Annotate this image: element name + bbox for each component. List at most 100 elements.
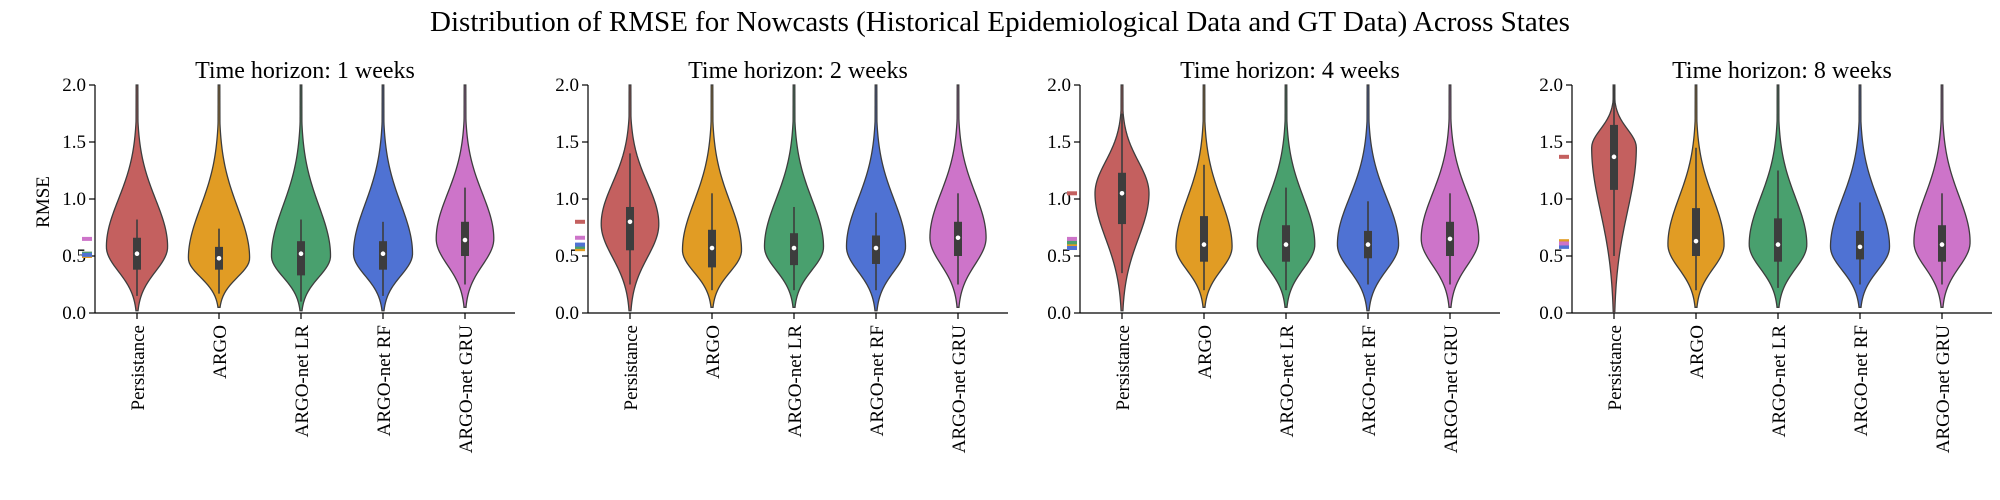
violin-median	[1939, 242, 1945, 247]
violin-median	[298, 251, 304, 257]
y-tick-label: 0.0	[1047, 303, 1071, 324]
y-tick-label: 2.0	[555, 75, 579, 96]
mean-marker-argo-net-gru	[1067, 236, 1077, 241]
panel-title: Time horizon: 4 weeks	[1180, 58, 1400, 84]
x-tick-label: Persistance	[1605, 325, 1626, 410]
x-tick-label: ARGO-net LR	[292, 325, 313, 438]
violin-iqr-box	[626, 206, 634, 251]
x-tick-label: ARGO-net GRU	[1441, 325, 1462, 454]
y-tick-label: 1.5	[1539, 132, 1563, 153]
x-tick-label: ARGO-net GRU	[1933, 325, 1954, 454]
violin-median	[1447, 236, 1453, 242]
violin-median	[1201, 242, 1207, 247]
mean-marker-argo-net-gru	[575, 235, 585, 240]
violin-median	[1775, 242, 1781, 247]
violin-iqr-box	[1774, 218, 1782, 262]
x-tick-label: ARGO-net RF	[867, 325, 888, 436]
x-tick-label: ARGO-net LR	[1277, 325, 1298, 438]
panel-title: Time horizon: 8 weeks	[1672, 58, 1892, 84]
x-tick-label: Persistance	[1113, 325, 1134, 410]
violin-argo-net-lr	[270, 84, 332, 312]
mean-marker-argo-net-rf	[1559, 244, 1569, 249]
y-tick-label: 0.5	[1047, 246, 1071, 267]
violin-median	[955, 235, 961, 241]
y-tick-label: 1.5	[555, 132, 579, 153]
mean-marker-argo-net-gru	[82, 236, 92, 241]
x-tick-label: ARGO-net GRU	[456, 325, 477, 454]
y-tick-label: 0.5	[555, 246, 579, 267]
y-tick-label: 2.0	[1047, 75, 1071, 96]
mean-marker-argo-net-rf	[1067, 246, 1077, 251]
y-tick-label: 1.0	[555, 189, 579, 210]
y-tick-label: 1.5	[62, 132, 86, 153]
violin-iqr-box	[1692, 208, 1700, 256]
panel-title: Time horizon: 2 weeks	[688, 58, 908, 84]
x-tick-label: ARGO-net RF	[1359, 325, 1380, 436]
y-tick-label: 2.0	[62, 75, 86, 96]
mean-marker-argo-net-rf	[575, 242, 585, 247]
violin-median	[791, 245, 797, 251]
violin-median	[1693, 238, 1699, 244]
x-tick-label: ARGO	[703, 325, 724, 379]
figure-title: Distribution of RMSE for Nowcasts (Histo…	[430, 6, 1570, 38]
panel-3: Time horizon: 4 weeks 0.0 0.5 1.0 1.5 2.0 Pers…	[1047, 58, 1500, 453]
violin-argo-net-rf	[1829, 84, 1891, 308]
violin-argo-net-lr	[763, 84, 825, 308]
violin-median	[873, 245, 879, 251]
violin-iqr-box	[1118, 172, 1126, 225]
mean-marker-argo	[1067, 242, 1077, 247]
x-tick-label: ARGO-net LR	[1769, 325, 1790, 438]
violin-median	[1857, 244, 1863, 250]
panel-1: Time horizon: 1 weeks 0.0 0.5 1.0 1.5 2.0 Pers…	[62, 58, 515, 453]
x-tick-label: ARGO	[1195, 325, 1216, 379]
y-tick-label: 1.0	[1539, 189, 1563, 210]
violin-median	[1365, 242, 1371, 247]
y-tick-label: 0.0	[555, 303, 579, 324]
x-tick-label: Persistance	[128, 325, 149, 410]
mean-marker-argo	[1559, 239, 1569, 244]
y-tick-label: 0.0	[62, 303, 86, 324]
panel-2: Time horizon: 2 weeks 0.0 0.5 1.0 1.5 2.0 Pers…	[555, 58, 1008, 453]
violin-argo	[187, 84, 251, 308]
x-tick-label: ARGO	[210, 325, 231, 379]
mean-marker-persistance	[1559, 154, 1569, 159]
violin-iqr-box	[1200, 216, 1208, 262]
x-tick-label: ARGO-net GRU	[949, 325, 970, 454]
violin-iqr-box	[297, 241, 305, 276]
violin-median	[134, 251, 140, 257]
violin-persistance	[105, 84, 169, 312]
y-tick-label: 1.5	[1047, 132, 1071, 153]
y-tick-label: 1.0	[1047, 189, 1071, 210]
violin-median	[1119, 191, 1125, 196]
violin-median	[1611, 154, 1617, 160]
y-tick-label: 1.0	[62, 189, 86, 210]
y-tick-label: 0.0	[1539, 303, 1563, 324]
y-tick-label: 2.0	[1539, 75, 1563, 96]
mean-marker-argo-net-gru	[1559, 241, 1569, 246]
violin-argo-net-rf	[352, 84, 414, 312]
y-tick-label: 0.5	[1539, 246, 1563, 267]
mean-marker-argo-net-rf	[82, 252, 92, 257]
x-tick-label: Persistance	[621, 325, 642, 410]
violin-argo-net-rf	[845, 84, 907, 312]
y-tick-label: 0.5	[62, 246, 86, 267]
panel-title: Time horizon: 1 weeks	[195, 58, 415, 84]
violin-argo-net-rf	[1336, 84, 1400, 312]
x-tick-label: ARGO-net LR	[785, 325, 806, 438]
x-tick-label: ARGO-net RF	[374, 325, 395, 436]
violin-median	[1283, 242, 1289, 247]
mean-marker-argo-net-lr	[1067, 240, 1077, 245]
violin-median	[627, 219, 633, 225]
violin-median	[380, 251, 386, 257]
mean-marker-persistance	[575, 219, 585, 224]
violin-median	[709, 245, 715, 251]
mean-marker-persistance	[1067, 191, 1077, 196]
x-tick-label: ARGO-net RF	[1851, 325, 1872, 436]
x-tick-label: ARGO	[1687, 325, 1708, 379]
y-axis-label: RMSE	[33, 176, 54, 228]
violin-median	[462, 237, 468, 243]
mean-marker-argo-net-lr	[575, 244, 585, 249]
violin-median	[216, 255, 222, 261]
mean-marker-argo	[575, 247, 585, 252]
